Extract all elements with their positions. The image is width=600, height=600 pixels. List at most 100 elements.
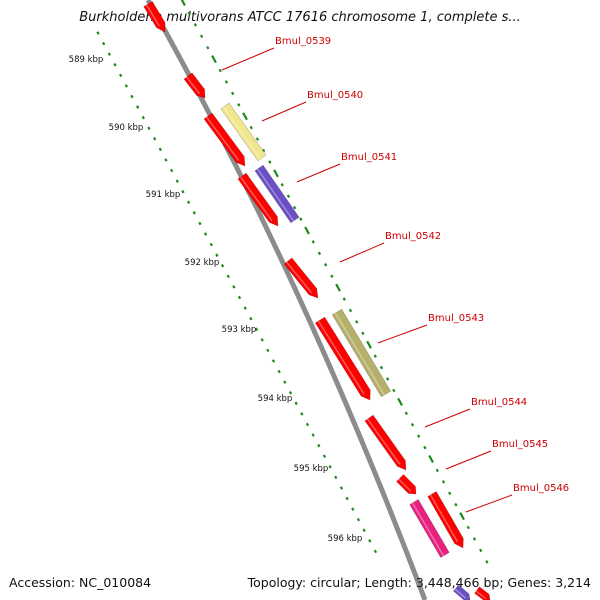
cog-category-bar[interactable] xyxy=(409,499,450,558)
gc-skew-dot xyxy=(379,365,384,370)
gc-content-dot xyxy=(305,422,310,427)
gc-skew-dot xyxy=(224,80,229,84)
gc-content-dot xyxy=(209,242,213,247)
gene-label[interactable]: Bmul_0542 xyxy=(385,231,441,242)
gc-content-dot xyxy=(243,306,247,310)
gene-arrow[interactable] xyxy=(283,257,319,299)
gene-arrow[interactable] xyxy=(364,414,407,471)
gene-arrow[interactable] xyxy=(427,491,464,549)
cog-bar-highlight xyxy=(256,168,295,222)
gc-content-dot xyxy=(300,412,304,416)
gc-skew-dot xyxy=(335,283,341,292)
scale-tick-label: 592 kbp xyxy=(185,258,220,268)
gene-label-leader-line xyxy=(465,494,513,513)
gc-content-dot xyxy=(322,454,327,458)
cog-category-bar[interactable] xyxy=(254,164,300,224)
gc-content-dot xyxy=(102,41,106,46)
gene-arrow[interactable] xyxy=(183,72,206,99)
gene-label[interactable]: Bmul_0539 xyxy=(275,36,331,47)
gc-skew-dot xyxy=(423,445,427,450)
gene-arrow[interactable] xyxy=(143,0,166,33)
gc-skew-dot xyxy=(304,226,310,235)
gene-label-leader-line xyxy=(261,101,307,122)
gene-arrow[interactable] xyxy=(452,584,471,600)
gc-content-dot xyxy=(113,62,117,67)
gc-content-dot xyxy=(311,433,315,437)
gc-content-dot xyxy=(254,327,259,332)
gc-skew-dot xyxy=(397,397,403,406)
gene-label[interactable]: Bmul_0540 xyxy=(307,90,363,101)
gene-label-leader-line xyxy=(339,242,385,263)
gc-content-dot xyxy=(356,517,361,522)
gene-arrow-highlight xyxy=(475,590,487,600)
scale-tick-label: 589 kbp xyxy=(69,55,104,65)
gc-content-dot xyxy=(237,295,242,300)
gene-arrow-highlight xyxy=(286,261,313,294)
gene-arrow[interactable] xyxy=(237,172,279,227)
cog-category-bar[interactable] xyxy=(331,308,392,398)
gc-content-dot xyxy=(345,496,349,501)
gc-content-dot xyxy=(96,31,100,35)
cog-bar-highlight xyxy=(222,106,262,160)
gc-content-dot xyxy=(362,528,366,533)
gene-arrow[interactable] xyxy=(314,316,371,401)
scale-tick-label: 593 kbp xyxy=(222,325,257,335)
gene-arrow[interactable] xyxy=(474,586,491,600)
gc-skew-dot xyxy=(317,251,322,256)
gc-skew-dot xyxy=(386,377,390,381)
gc-skew-dot xyxy=(311,240,315,244)
gc-content-dot xyxy=(181,189,185,194)
gene-label[interactable]: Bmul_0544 xyxy=(471,397,527,408)
gene-label[interactable]: Bmul_0545 xyxy=(492,439,548,450)
chromosome-backbone xyxy=(145,0,428,600)
gc-skew-dot xyxy=(366,340,372,349)
gc-content-dot xyxy=(368,539,372,543)
gc-skew-dot xyxy=(230,91,235,96)
gc-skew-dot xyxy=(466,525,470,530)
scale-tick-label: 594 kbp xyxy=(258,394,293,404)
gc-skew-dot xyxy=(299,217,303,221)
scale-tick-label: 596 kbp xyxy=(328,534,363,544)
gc-content-dot xyxy=(232,285,236,289)
gc-content-dot xyxy=(339,486,344,490)
gene-arrow[interactable] xyxy=(203,112,246,167)
gc-skew-dot xyxy=(392,388,396,393)
gc-skew-dot xyxy=(206,45,210,50)
gc-content-dot xyxy=(147,126,151,130)
gc-content-dot xyxy=(351,507,355,511)
gene-arrow[interactable] xyxy=(396,474,417,495)
gc-skew-dot xyxy=(435,468,439,473)
gc-skew-dot xyxy=(459,512,465,521)
gene-label-leader-line xyxy=(424,408,471,428)
gc-skew-dot xyxy=(199,34,204,39)
gene-arrow-highlight xyxy=(398,478,412,492)
gc-skew-dot xyxy=(324,263,328,267)
gene-label[interactable]: Bmul_0541 xyxy=(341,152,397,163)
gc-content-dot xyxy=(124,84,128,88)
gc-content-dot xyxy=(158,147,162,152)
gene-label[interactable]: Bmul_0546 xyxy=(513,483,569,494)
gene-arrow-highlight xyxy=(186,76,200,95)
gc-skew-dot xyxy=(273,169,279,178)
gc-content-dot xyxy=(294,401,298,406)
gc-skew-dot xyxy=(211,55,217,64)
cog-category-bar[interactable] xyxy=(220,102,267,162)
scale-tick-label: 590 kbp xyxy=(109,123,144,133)
gc-content-dot xyxy=(283,380,287,384)
gene-arrow-highlight xyxy=(205,116,240,162)
gc-skew-dot xyxy=(237,103,241,107)
gene-label[interactable]: Bmul_0543 xyxy=(428,313,484,324)
gc-content-dot xyxy=(130,94,134,99)
gc-skew-dot xyxy=(268,160,272,164)
gene-label-leader-line xyxy=(377,324,428,344)
scale-tick-label: 591 kbp xyxy=(146,190,181,200)
gc-skew-dot xyxy=(218,68,222,73)
gc-content-dot xyxy=(266,348,270,353)
gc-skew-dot xyxy=(485,560,489,564)
gc-skew-dot xyxy=(255,137,260,141)
gc-skew-dot xyxy=(410,422,415,427)
gc-content-dot xyxy=(192,211,196,215)
gc-skew-dot xyxy=(187,11,191,16)
cog-bar-highlight xyxy=(411,502,445,557)
